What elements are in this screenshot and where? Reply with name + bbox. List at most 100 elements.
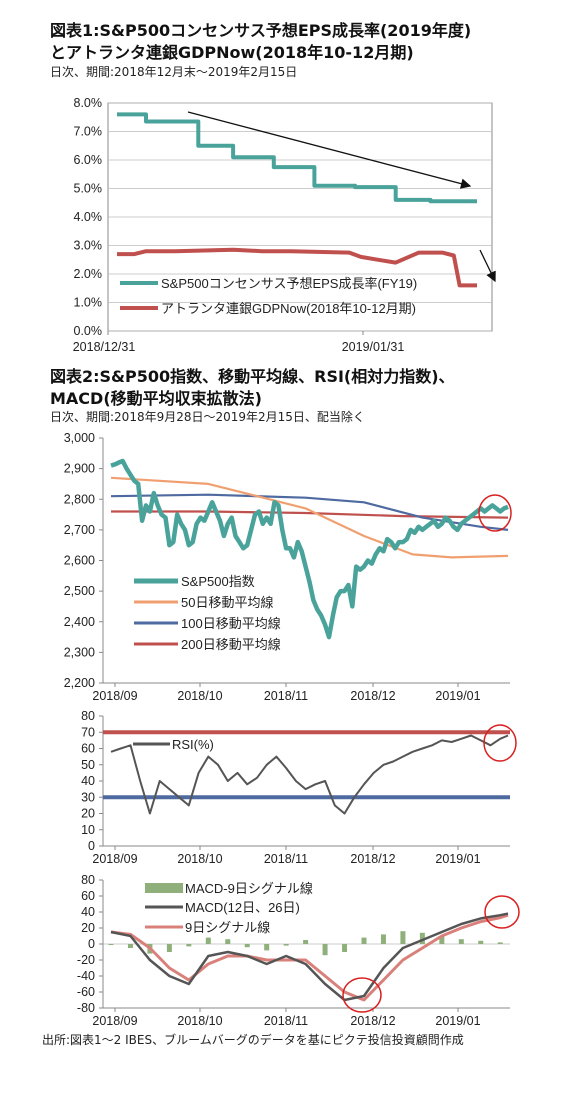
macd-histogram-bar (225, 939, 231, 944)
chart3-x-tick: 2018/12 (350, 852, 395, 866)
macd-histogram-bar (244, 944, 250, 948)
chart2-y-tick: 3,000 (64, 431, 95, 445)
chart4-y-tick: -60 (77, 985, 95, 999)
chart2-legend-label: 50日移動平均線 (181, 595, 273, 610)
macd-histogram-bar (108, 944, 114, 945)
rsi-series-line (110, 734, 509, 815)
chart3-y-tick: 40 (81, 774, 95, 788)
chart2-y-tick: 2,600 (64, 554, 95, 568)
chart2-series-1 (110, 476, 509, 559)
macd-histogram-bar (458, 939, 464, 944)
chart1-y-tick: 4.0% (74, 210, 103, 224)
macd-histogram-bar (478, 940, 484, 944)
macd-histogram-bar (439, 936, 445, 944)
chart2-highlight-circle (478, 494, 512, 532)
chart2-x-tick: 2018/09 (92, 689, 137, 703)
chart2-y-tick: 2,700 (64, 523, 95, 537)
macd-histogram-bar (166, 944, 172, 952)
chart2-series-2 (110, 493, 509, 531)
macd-histogram-bar (342, 944, 348, 952)
macd-histogram-bar (186, 944, 192, 947)
chart4-y-tick: -40 (77, 969, 95, 983)
chart4-legend-label: 9日シグナル線 (185, 920, 270, 935)
chart3-highlight-circle (483, 724, 517, 762)
chart3-y-tick: 50 (81, 758, 95, 772)
chart2-y-tick: 2,200 (64, 676, 95, 690)
chart2-legend-label: S&P500指数 (181, 574, 255, 589)
chart2-series-3 (111, 510, 509, 519)
chart2-subtitle: 日次、期間:2018年9月28日～2019年2月15日、配当除く (50, 410, 365, 424)
chart1-y-tick: 7.0% (74, 125, 103, 139)
chart1-series-eps (117, 112, 477, 204)
chart3-legend-label: RSI(%) (172, 737, 214, 752)
chart4-x-tick: 2018/09 (92, 1014, 137, 1028)
chart2-x-tick: 2019/01 (435, 689, 480, 703)
chart1-legend-label: アトランタ連銀GDPNow(2018年10-12月期) (161, 301, 416, 316)
chart4-x-tick: 2018/11 (264, 1014, 308, 1028)
chart4-y-tick: 80 (81, 873, 95, 887)
chart3-y-tick: 0 (88, 839, 95, 853)
chart2-y-tick: 2,900 (64, 462, 95, 476)
chart4-x-tick: 2019/01 (435, 1014, 480, 1028)
chart1-y-tick: 3.0% (74, 239, 103, 253)
chart1-x-tick: 2018/12/31 (73, 340, 136, 354)
chart1-y-tick: 0.0% (74, 324, 103, 338)
sp500-price-chart: 2,200 2,300 2,400 2,500 2,600 2,700 2,800 2,900… (64, 431, 512, 703)
macd-histogram-bar (283, 944, 289, 946)
macd-signal-line (110, 913, 509, 1002)
chart2-x-tick: 2018/11 (264, 689, 308, 703)
chart4-highlight-circle-high (484, 895, 520, 929)
chart1-series-gdpnow (117, 247, 477, 288)
chart4-legend-label: MACD(12日、26日) (185, 900, 300, 915)
chart1-legend-label: S&P500コンセンサス予想EPS成長率(FY19) (161, 276, 417, 291)
macd-histogram-bar (205, 937, 211, 944)
chart2-x-tick: 2018/12 (350, 689, 395, 703)
chart2-y-tick: 2,400 (64, 615, 95, 629)
chart4-y-tick: 60 (81, 889, 95, 903)
chart1-y-tick: 8.0% (74, 96, 103, 110)
chart3-y-tick: 20 (81, 807, 95, 821)
chart2-y-tick: 2,800 (64, 492, 95, 506)
chart2-title-line1: 図表2:S&P500指数、移動平均線、RSI(相対力指数)、 (50, 367, 455, 386)
chart3-y-tick: 80 (81, 709, 95, 723)
chart4-y-tick: 0 (88, 937, 95, 951)
chart1-y-tick: 1.0% (74, 296, 103, 310)
macd-histogram-bar (361, 937, 367, 944)
macd-histogram-bar (419, 932, 425, 944)
macd-histogram-bar (127, 944, 133, 948)
chart3-y-tick: 60 (81, 742, 95, 756)
chart3-x-tick: 2018/11 (264, 852, 308, 866)
macd-histogram-bar (497, 942, 503, 944)
chart3-y-tick: 70 (81, 725, 95, 739)
macd-line (110, 912, 509, 1002)
chart2-x-tick: 2018/10 (177, 689, 222, 703)
macd-histogram-bar (400, 931, 406, 944)
chart4-x-tick: 2018/10 (177, 1014, 222, 1028)
macd-histogram-bar (380, 934, 386, 944)
chart1-y-tick: 2.0% (74, 267, 103, 281)
chart2-legend-label: 200日移動平均線 (181, 637, 281, 652)
chart1-subtitle: 日次、期間:2018年12月末～2019年2月15日 (50, 65, 298, 79)
chart3-x-tick: 2019/01 (435, 852, 480, 866)
chart2-title-line2: MACD(移動平均収束拡散法) (50, 389, 262, 408)
chart4-y-tick: -20 (77, 953, 95, 967)
chart1-y-tick: 6.0% (74, 153, 103, 167)
macd-histogram-bar (322, 944, 328, 956)
chart2-y-tick: 2,500 (64, 584, 95, 598)
chart3-x-tick: 2018/09 (92, 852, 137, 866)
chart3-y-tick: 10 (81, 823, 95, 837)
chart2-legend-label: 100日移動平均線 (181, 616, 281, 631)
rsi-chart: 0 10 20 30 40 50 60 70 80 2018/09 2018/10 2018/11 20… (81, 709, 517, 866)
chart4-legend-label: MACD-9日シグナル線 (185, 881, 313, 896)
chart2-series-0 (110, 458, 509, 640)
source-note: 出所:図表1～2 IBES、ブルームバーグのデータを基にピクテ投信投資顧問作成 (42, 1033, 464, 1047)
chart4-y-tick: 20 (81, 921, 95, 935)
eps-gdp-chart: 0.0% 1.0% 2.0% 3.0% 4.0% 5.0% 6.0% 7.0% 8.0% 2018… (73, 96, 496, 354)
chart3-y-tick: 30 (81, 790, 95, 804)
chart4-y-tick: -80 (77, 1001, 95, 1015)
chart2-y-tick: 2,300 (64, 645, 95, 659)
chart4-highlight-circle-low (342, 977, 382, 1013)
chart3-x-tick: 2018/10 (177, 852, 222, 866)
chart1-title-line2: とアトランタ連銀GDPNow(2018年10-12月期) (50, 43, 414, 62)
